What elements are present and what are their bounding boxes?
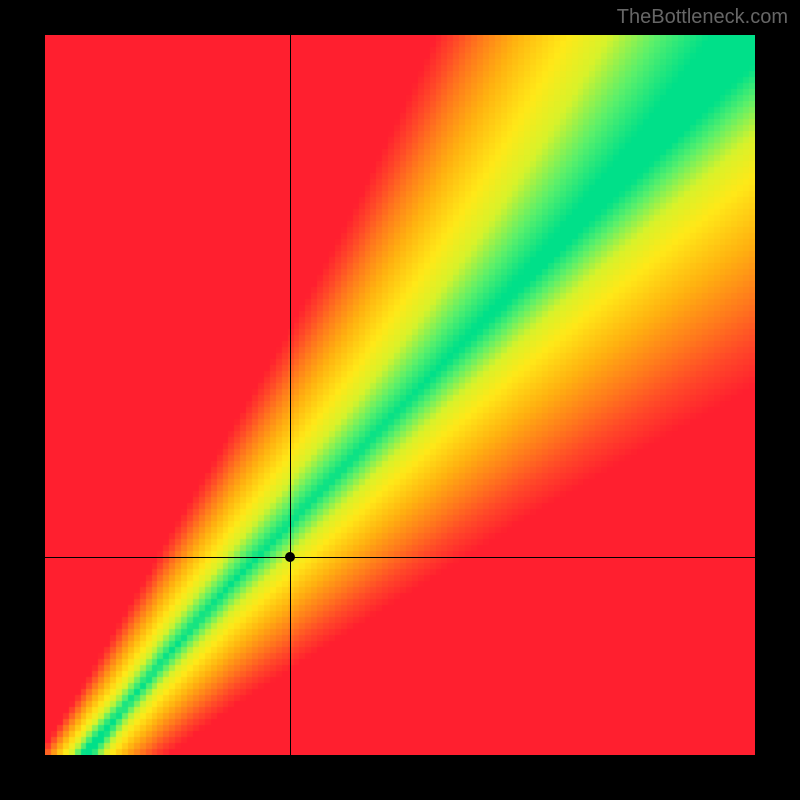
heatmap-canvas — [45, 35, 755, 755]
heatmap-plot — [45, 35, 755, 755]
watermark-text: TheBottleneck.com — [617, 6, 788, 29]
crosshair-vertical — [290, 35, 291, 755]
crosshair-marker — [285, 552, 295, 562]
crosshair-horizontal — [45, 557, 755, 558]
